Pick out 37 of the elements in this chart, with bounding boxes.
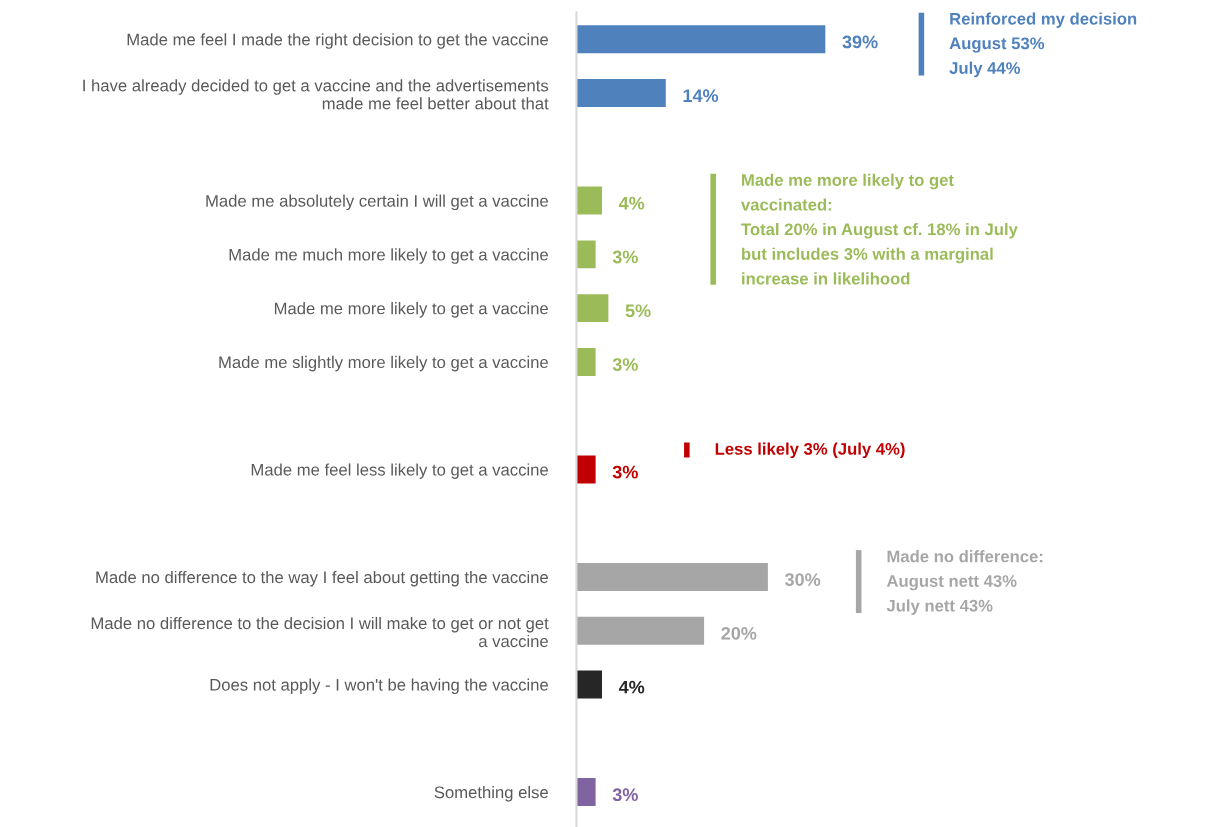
data-label: 20% xyxy=(721,626,757,640)
y-tick-label: I have already decided to get a vaccine and the advertisements made me feel better about that xyxy=(83,79,549,110)
y-tick-label: Made me feel less likely to get a vaccine xyxy=(251,463,548,479)
text: Made no difference: August nett 43% July nett 43% xyxy=(886,550,1043,615)
y-tick-label: Does not apply - I won't be having the vaccine xyxy=(210,678,548,695)
bar xyxy=(576,79,666,108)
data-label: 3% xyxy=(612,788,638,802)
y-tick-label: Made me much more likely to get a vaccine xyxy=(229,248,548,264)
y-tick-label: Made me slightly more likely to get a vaccine xyxy=(219,355,548,372)
bar xyxy=(576,563,768,591)
y-tick-label: Made no difference to the decision I will make to get or not get a vaccine xyxy=(91,616,549,648)
y-tick-label: Made no difference to the way I feel about getting the vaccine xyxy=(96,570,548,587)
y-tick-label: Made me more likely to get a vaccine xyxy=(274,302,548,318)
y-tick-label: Made me feel I made the right decision to get the vaccine xyxy=(127,33,548,49)
bar xyxy=(576,186,602,215)
data-label: 39% xyxy=(842,35,878,49)
bar xyxy=(576,347,596,376)
data-label: 30% xyxy=(784,573,821,587)
text: Reinforced my decision August 53% July 44% xyxy=(949,12,1137,78)
data-label: 3% xyxy=(612,358,638,371)
annotation: Less likely 3% (July 4%) xyxy=(715,442,905,459)
bar xyxy=(576,455,596,484)
bar xyxy=(576,778,596,807)
data-label: 14% xyxy=(683,89,719,103)
bar xyxy=(576,25,826,54)
annotation: Made me more likely to get vaccinated: Total 20% in August cf. 18% in July but includes 3% with a marginal increase in likelihood xyxy=(741,173,1018,285)
bar xyxy=(576,294,609,323)
data-label: 5% xyxy=(625,304,651,318)
y-tick-label: Something else xyxy=(434,786,548,802)
data-label: 3% xyxy=(612,250,638,264)
data-label: 4% xyxy=(618,196,645,210)
bar xyxy=(576,616,705,645)
data-label: 4% xyxy=(618,680,645,694)
y-tick-label: Made me absolutely certain I will get a vaccine xyxy=(206,194,548,211)
data-label: 3% xyxy=(612,465,638,479)
bar xyxy=(576,240,596,269)
bar xyxy=(576,670,602,699)
